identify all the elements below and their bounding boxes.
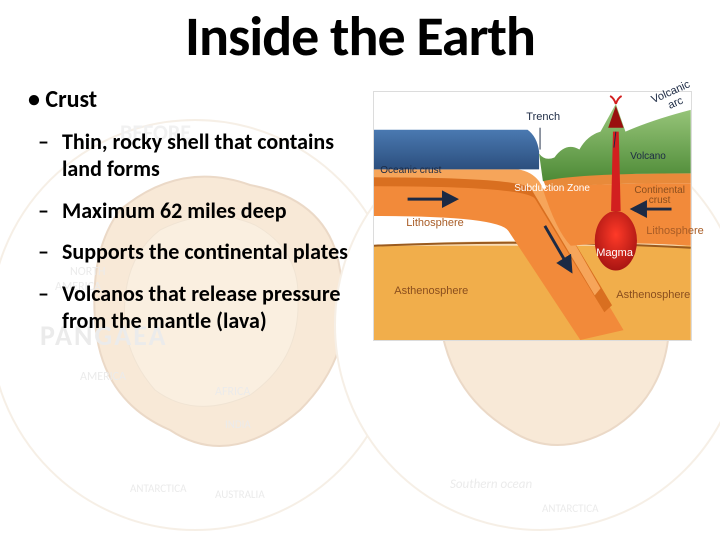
bullet-lvl1: Crust Thin, rocky shell that contains la… bbox=[28, 85, 363, 335]
bullet-lvl2-item: Maximum 62 miles deep bbox=[62, 197, 363, 225]
bullet-lvl2: Thin, rocky shell that contains land for… bbox=[28, 128, 363, 335]
ocean-water bbox=[374, 129, 539, 169]
bullet-lvl1-item: Crust Thin, rocky shell that contains la… bbox=[28, 85, 363, 335]
content-row: Crust Thin, rocky shell that contains la… bbox=[28, 85, 692, 349]
subduction-svg bbox=[374, 92, 691, 340]
slide-body: Inside the Earth Crust Thin, rocky shell… bbox=[0, 0, 720, 540]
subduction-diagram: Ocean Trench Volcanic arc Oceanic crust … bbox=[373, 91, 692, 341]
bullet-crust: Crust bbox=[45, 85, 97, 114]
bullet-lvl2-item: Volcanos that release pressure from the … bbox=[62, 280, 363, 335]
magma-chamber bbox=[595, 211, 637, 271]
slide-title: Inside the Earth bbox=[28, 8, 692, 67]
bullet-lvl2-item: Supports the continental plates bbox=[62, 238, 363, 266]
text-column: Crust Thin, rocky shell that contains la… bbox=[28, 85, 373, 349]
bullet-lvl2-item: Thin, rocky shell that contains land for… bbox=[62, 128, 363, 183]
diagram-column: Ocean Trench Volcanic arc Oceanic crust … bbox=[373, 85, 692, 349]
